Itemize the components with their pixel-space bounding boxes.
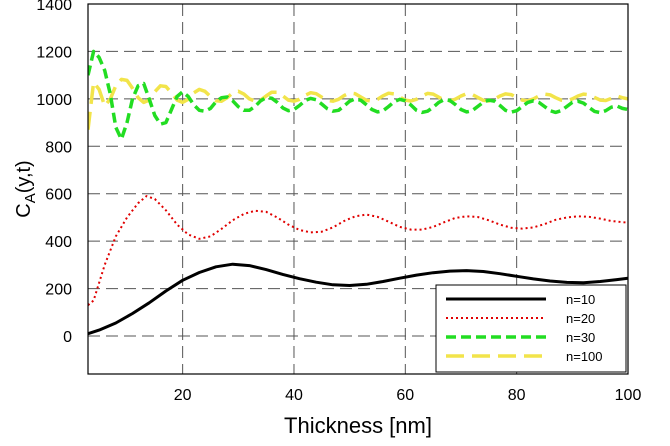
y-tick-labels: 0 200 400 600 800 1000 1200 1400 — [36, 0, 72, 346]
series-line-n-100 — [88, 77, 628, 130]
y-tick-label: 200 — [45, 282, 72, 299]
y-axis-label-main: C — [13, 203, 35, 217]
legend: n=10 n=20 n=30 n=100 — [435, 284, 627, 373]
series-line-n-10 — [88, 262, 628, 336]
y-tick-label: 800 — [45, 139, 72, 156]
x-tick-label: 40 — [285, 387, 303, 404]
y-axis-label: CA(y,t) — [13, 160, 39, 217]
x-axis-label: Thickness [nm] — [284, 413, 432, 438]
y-tick-label: 400 — [45, 234, 72, 251]
x-tick-label: 100 — [615, 387, 642, 404]
y-tick-label: 0 — [63, 329, 72, 346]
x-tick-label: 60 — [396, 387, 414, 404]
legend-label: n=20 — [566, 311, 595, 326]
y-axis-label-sub: A — [22, 193, 39, 203]
series-line-n-30 — [88, 49, 628, 141]
legend-label: n=100 — [566, 349, 603, 364]
y-tick-label: 600 — [45, 187, 72, 204]
y-tick-label: 1000 — [36, 92, 72, 109]
series-line-n-20 — [88, 195, 628, 306]
legend-label: n=30 — [566, 330, 595, 345]
y-tick-label: 1200 — [36, 44, 72, 61]
legend-label: n=10 — [566, 292, 595, 307]
y-axis-label-rest: (y,t) — [13, 160, 35, 193]
x-tick-label: 20 — [174, 387, 192, 404]
y-tick-label: 1400 — [36, 0, 72, 14]
series-layer — [88, 49, 628, 336]
x-tick-labels: 20 40 60 80 100 — [174, 387, 642, 404]
plot-frame — [87, 3, 629, 375]
x-tick-label: 80 — [508, 387, 526, 404]
